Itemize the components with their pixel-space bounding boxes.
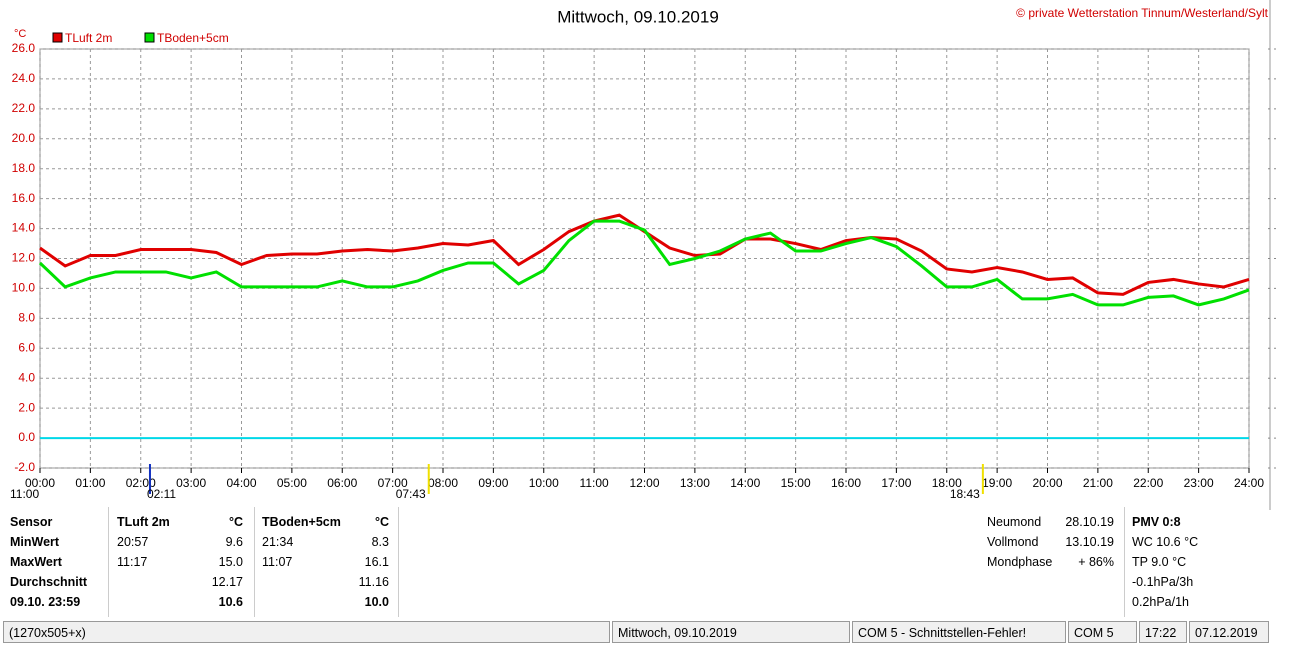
moon-label: Neumond [987,515,1042,529]
y-tick-label: 10.0 [12,281,36,295]
x-tick-label: 19:00 [982,476,1012,490]
legend-label: TBoden+5cm [157,31,229,45]
x-tick-label: 24:00 [1234,476,1264,490]
marker-label: 07:43 [396,487,426,501]
table-cell: 16.1 [364,555,389,569]
x-tick-label: 22:00 [1133,476,1163,490]
table-cell: 9.6 [225,535,243,549]
x-tick-label: 15:00 [781,476,811,490]
x-tick-label: 10:00 [529,476,559,490]
extra-line: 0.2hPa/1h [1132,595,1189,609]
y-tick-label: 14.0 [12,221,36,235]
y-axis-unit: °C [14,28,26,40]
y-tick-label: 4.0 [18,370,35,384]
x-tick-label: 13:00 [680,476,710,490]
separator [398,507,399,617]
left-label: 11:00 [10,487,39,501]
table-cell: 15.0 [218,555,243,569]
status-field: Mittwoch, 09.10.2019 [612,621,850,643]
chart-title: Mittwoch, 09.10.2019 [557,7,719,26]
y-tick-label: 0.0 [18,430,35,444]
extra-line: TP 9.0 °C [1132,555,1187,569]
x-tick-label: 21:00 [1083,476,1113,490]
separator [254,507,255,617]
status-field: 17:22 [1139,621,1187,643]
table-cell: TBoden+5cm [262,515,341,529]
x-tick-label: 17:00 [881,476,911,490]
y-tick-label: 22.0 [12,101,36,115]
table-cell: 8.3 [371,535,389,549]
table-cell: MinWert [10,535,60,549]
legend-label: TLuft 2m [65,31,112,45]
x-tick-label: 09:00 [478,476,508,490]
table-cell: 09.10. 23:59 [10,595,81,609]
table-cell: 11:17 [117,555,148,569]
y-tick-label: 2.0 [18,400,35,414]
x-tick-label: 07:00 [378,476,408,490]
table-cell: 12.17 [211,575,243,589]
y-tick-label: 8.0 [18,311,35,325]
status-field: COM 5 [1068,621,1137,643]
x-tick-label: 08:00 [428,476,458,490]
table-cell: 11.16 [358,575,389,589]
moon-label: Vollmond [987,535,1039,549]
extra-title: PMV 0:8 [1132,515,1181,529]
x-tick-label: 00:00 [25,476,55,490]
moon-value: + 86% [1078,555,1114,569]
x-tick-label: 14:00 [730,476,760,490]
y-tick-label: 12.0 [12,251,36,265]
y-tick-label: 6.0 [18,340,35,354]
x-tick-label: 03:00 [176,476,206,490]
table-cell: MaxWert [10,555,62,569]
table-cell: °C [374,515,389,529]
chart: Mittwoch, 09.10.2019 © private Wettersta… [10,0,1276,510]
table-cell: 11:07 [262,555,293,569]
table-cell: 10.6 [218,595,243,609]
x-tick-label: 06:00 [327,476,357,490]
marker-label: 02:11 [147,487,176,501]
table-cell: 21:34 [262,535,294,549]
x-tick-label: 18:00 [932,476,962,490]
moon-value: 28.10.19 [1065,515,1114,529]
table-cell: 10.0 [364,595,389,609]
x-tick-label: 01:00 [75,476,105,490]
y-tick-label: -2.0 [14,460,35,474]
marker-label: 18:43 [950,487,980,501]
moon-label: Mondphase [987,555,1053,569]
legend-swatch [144,32,155,43]
table-cell: Sensor [10,515,53,529]
status-field: COM 5 - Schnittstellen-Fehler! [852,621,1066,643]
status-field: 07.12.2019 [1189,621,1269,643]
x-tick-label: 02:00 [126,476,156,490]
credit: © private Wetterstation Tinnum/Westerlan… [1016,6,1269,20]
x-tick-label: 16:00 [831,476,861,490]
y-tick-label: 16.0 [12,191,36,205]
x-tick-label: 04:00 [226,476,256,490]
legend-swatch [52,32,63,43]
table-cell: 20:57 [117,535,149,549]
table-cell: Durchschnitt [10,575,88,589]
x-tick-label: 20:00 [1032,476,1062,490]
status-field: (1270x505+x) [3,621,610,643]
table-cell: TLuft 2m [117,515,170,529]
series-line [38,219,1250,307]
y-tick-label: 24.0 [12,71,36,85]
x-tick-label: 12:00 [629,476,659,490]
x-tick-label: 11:00 [580,476,609,490]
extra-line: -0.1hPa/3h [1132,575,1194,589]
x-tick-label: 23:00 [1184,476,1214,490]
y-tick-label: 18.0 [12,161,36,175]
moon-value: 13.10.19 [1065,535,1114,549]
separator [108,507,109,617]
y-tick-label: 26.0 [12,41,36,55]
separator [1124,507,1125,617]
extra-line: WC 10.6 °C [1132,535,1199,549]
y-tick-label: 20.0 [12,131,36,145]
x-tick-label: 05:00 [277,476,307,490]
table-cell: °C [228,515,243,529]
